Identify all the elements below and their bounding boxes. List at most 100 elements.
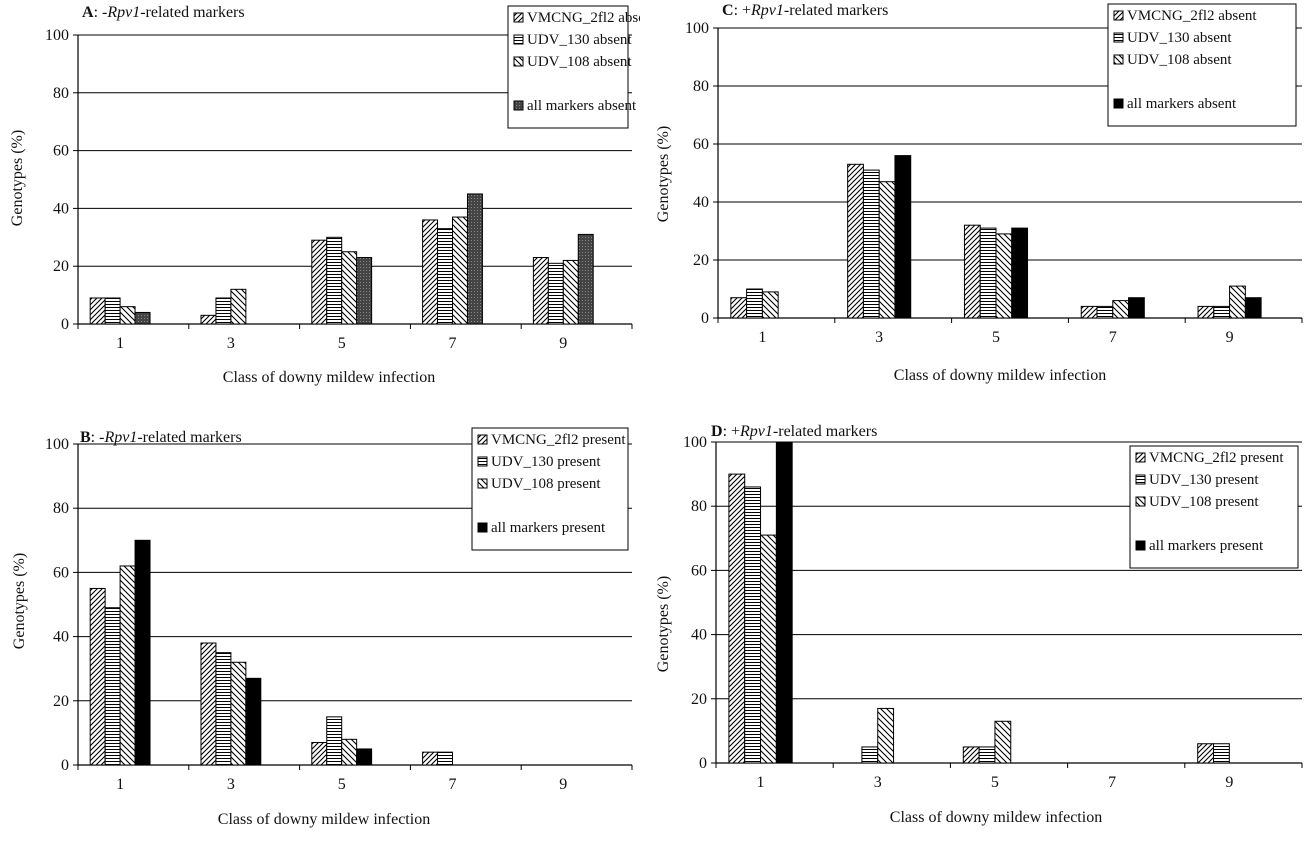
y-tick-label: 80 bbox=[693, 78, 709, 95]
bar-solid-class-9 bbox=[1244, 297, 1262, 319]
title-gene: Rpv1 bbox=[103, 429, 137, 446]
x-axis-label: Class of downy mildew infection bbox=[218, 811, 430, 828]
bar-horiz-class-1 bbox=[104, 607, 121, 766]
bar-diag-class-7 bbox=[1080, 305, 1098, 319]
y-axis-label: Genotypes (%) bbox=[9, 130, 26, 226]
x-tick-label: 1 bbox=[116, 335, 124, 352]
bar-horiz-class-1 bbox=[104, 297, 121, 325]
x-tick-label: 9 bbox=[559, 335, 567, 352]
bar-diag-class-1 bbox=[730, 297, 748, 319]
bar-dots-class-5 bbox=[356, 257, 373, 325]
bar-diag-class-1 bbox=[728, 473, 746, 764]
bar-diag-class-7 bbox=[422, 219, 439, 325]
bar-back-class-3 bbox=[230, 288, 247, 325]
bar-horiz-class-1 bbox=[744, 486, 762, 764]
x-tick-label: 3 bbox=[227, 335, 235, 352]
bar-horiz-class-5 bbox=[979, 227, 997, 319]
bar-back-class-5 bbox=[341, 738, 358, 766]
bar-horiz-class-7 bbox=[437, 751, 454, 766]
bar-solid-class-1 bbox=[775, 441, 793, 764]
legend: VMCNG_2fl2 present UDV_130 present UDV_108… bbox=[1129, 445, 1299, 569]
y-tick-label: 0 bbox=[61, 757, 69, 774]
legend-entry: VMCNG_2fl2 present bbox=[1149, 450, 1284, 466]
legend-swatch bbox=[513, 100, 524, 111]
chart-panel-a: A: -Rpv1-related markers Genotypes (%) C… bbox=[0, 0, 657, 405]
x-tick-label: 3 bbox=[227, 776, 235, 793]
bar-horiz-class-5 bbox=[978, 746, 996, 764]
bar-horiz-class-1 bbox=[746, 288, 763, 319]
x-axis-label: Class of downy mildew infection bbox=[890, 809, 1102, 826]
legend-entry: UDV_130 absent bbox=[527, 32, 632, 48]
y-tick-label: 40 bbox=[691, 627, 707, 644]
bar-horiz-class-5 bbox=[326, 716, 343, 766]
bar-solid-class-7 bbox=[1128, 297, 1145, 319]
bar-diag-class-5 bbox=[311, 742, 328, 766]
y-tick-label: 0 bbox=[701, 310, 709, 327]
legend-swatch bbox=[513, 12, 524, 23]
y-tick-label: 60 bbox=[691, 562, 707, 579]
chart-title: C: +Rpv1-related markers bbox=[722, 2, 888, 19]
legend-entry: UDV_108 present bbox=[1149, 494, 1259, 510]
legend: VMCNG_2fl2 present UDV_130 present UDV_108… bbox=[471, 427, 629, 551]
bar-horiz-class-3 bbox=[861, 746, 879, 764]
legend-swatch bbox=[1135, 452, 1146, 463]
legend-entry: all markers present bbox=[491, 520, 606, 536]
chart-title: B: -Rpv1-related markers bbox=[80, 429, 242, 446]
y-tick-label: 80 bbox=[691, 498, 707, 515]
y-tick-label: 20 bbox=[693, 252, 709, 269]
legend-swatch bbox=[513, 34, 524, 45]
y-tick-label: 100 bbox=[685, 20, 709, 37]
bar-horiz-class-5 bbox=[326, 236, 343, 325]
bar-diag-class-1 bbox=[89, 297, 106, 325]
legend-swatch bbox=[1135, 474, 1146, 485]
bar-back-class-3 bbox=[230, 661, 247, 766]
legend-entry: VMCNG_2fl2 absent bbox=[527, 10, 640, 26]
legend-swatch bbox=[1113, 32, 1124, 43]
bar-back-class-9 bbox=[1229, 285, 1246, 319]
legend-swatch bbox=[477, 478, 488, 489]
title-prefix: : - bbox=[91, 429, 105, 446]
bar-diag-class-5 bbox=[963, 224, 981, 319]
x-tick-label: 1 bbox=[757, 774, 765, 791]
bar-solid-class-3 bbox=[894, 155, 912, 319]
bar-horiz-class-9 bbox=[1213, 743, 1230, 764]
legend-entry: all markers absent bbox=[527, 98, 637, 114]
panel-letter: A bbox=[82, 4, 94, 21]
bar-horiz-class-7 bbox=[1096, 305, 1114, 319]
y-tick-label: 40 bbox=[53, 200, 69, 217]
title-gene: Rpv1 bbox=[750, 2, 784, 19]
y-axis-label: Genotypes (%) bbox=[655, 126, 672, 222]
bar-diag-class-3 bbox=[847, 163, 864, 319]
chart-d: D: +Rpv1-related markers Genotypes (%) C… bbox=[655, 423, 1303, 826]
title-prefix: : + bbox=[734, 2, 751, 19]
x-tick-label: 1 bbox=[758, 329, 766, 346]
bar-horiz-class-3 bbox=[862, 169, 880, 319]
y-tick-label: 0 bbox=[61, 316, 69, 333]
bar-diag-class-9 bbox=[1197, 743, 1215, 764]
y-axis-label: Genotypes (%) bbox=[655, 576, 672, 672]
y-tick-label: 60 bbox=[693, 136, 709, 153]
bar-diag-class-3 bbox=[200, 642, 217, 766]
bar-dots-class-9 bbox=[577, 233, 594, 325]
x-tick-label: 3 bbox=[874, 774, 882, 791]
x-tick-label: 9 bbox=[1225, 774, 1233, 791]
bar-back-class-3 bbox=[878, 181, 896, 319]
legend-entry: all markers absent bbox=[1127, 96, 1237, 112]
plot-area: 0 20 40 60 80 100 1 3 5 7 9 VMCNG_2fl2 present UDV_1… bbox=[45, 427, 633, 793]
chart-panel-d: D: +Rpv1-related markers Genotypes (%) C… bbox=[650, 406, 1306, 841]
bar-solid-class-3 bbox=[245, 677, 262, 766]
bar-horiz-class-9 bbox=[547, 262, 564, 325]
title-prefix: : + bbox=[723, 423, 740, 440]
legend-entry: UDV_130 absent bbox=[1127, 30, 1232, 46]
bar-back-class-1 bbox=[119, 565, 136, 766]
plot-area: 0 20 40 60 80 100 1 3 5 7 9 VMCNG_2fl2 present UDV_1… bbox=[683, 434, 1303, 791]
plot-area: 0 20 40 60 80 100 1 3 5 7 9 VMCNG_2fl2 absent UDV_13… bbox=[685, 3, 1303, 346]
legend-swatch bbox=[477, 456, 488, 467]
y-tick-label: 60 bbox=[53, 564, 69, 581]
x-tick-label: 5 bbox=[992, 329, 1000, 346]
legend-entry: UDV_130 present bbox=[491, 454, 601, 470]
y-tick-label: 100 bbox=[45, 436, 69, 453]
x-axis-label: Class of downy mildew infection bbox=[223, 369, 435, 386]
x-tick-label: 5 bbox=[991, 774, 999, 791]
legend-swatch bbox=[1135, 496, 1146, 507]
